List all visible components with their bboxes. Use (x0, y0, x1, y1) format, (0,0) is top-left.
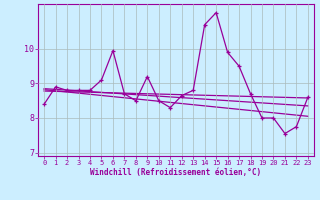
X-axis label: Windchill (Refroidissement éolien,°C): Windchill (Refroidissement éolien,°C) (91, 168, 261, 177)
